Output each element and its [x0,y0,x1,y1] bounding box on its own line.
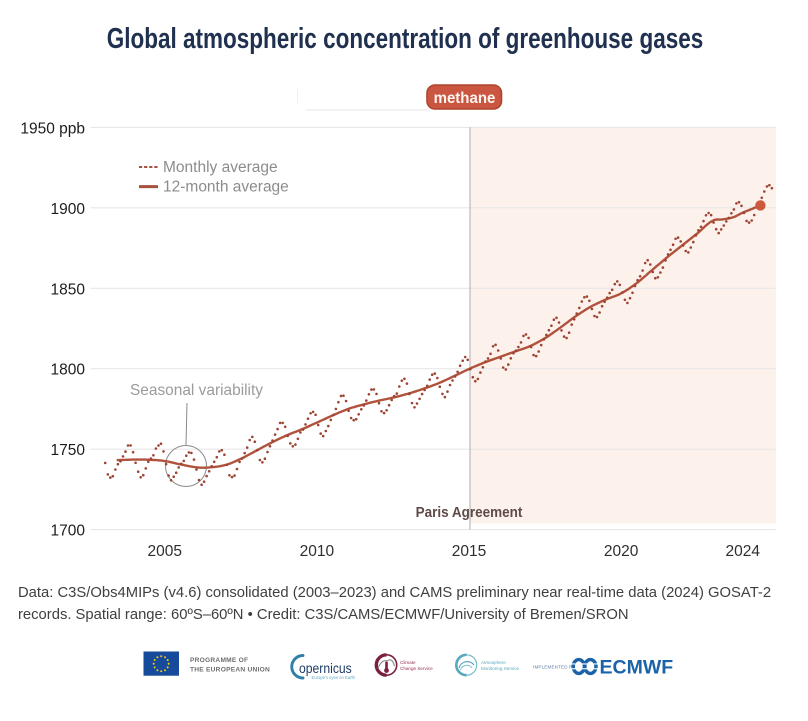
svg-text:1900: 1900 [51,201,86,218]
svg-text:Monthly average: Monthly average [163,159,278,176]
svg-text:Climate: Climate [400,660,416,665]
svg-text:12-month average: 12-month average [163,179,289,196]
svg-text:Atmosphere: Atmosphere [481,660,506,665]
svg-text:THE EUROPEAN UNION: THE EUROPEAN UNION [190,667,270,674]
svg-text:Monitoring Service: Monitoring Service [481,666,519,671]
svg-text:Paris Agreement: Paris Agreement [416,504,523,521]
svg-text:Change Service: Change Service [400,666,433,671]
svg-text:1750: 1750 [51,442,86,459]
svg-text:methane: methane [434,89,496,107]
svg-text:2024: 2024 [726,543,761,560]
svg-text:Europe’s eyes on Earth: Europe’s eyes on Earth [312,675,356,680]
svg-text:2015: 2015 [452,543,486,560]
svg-text:2010: 2010 [300,543,335,560]
svg-text:Data: C3S/Obs4MIPs (v4.6) cons: Data: C3S/Obs4MIPs (v4.6) consolidated (… [18,585,771,601]
svg-text:1850: 1850 [51,281,86,298]
svg-text:PROGRAMME OF: PROGRAMME OF [190,657,248,664]
svg-text:ECMWF: ECMWF [600,656,674,678]
svg-text:1800: 1800 [51,362,86,379]
svg-text:1950 ppb: 1950 ppb [20,120,85,137]
svg-text:Seasonal variability: Seasonal variability [130,382,263,399]
svg-text:2020: 2020 [604,543,639,560]
svg-text:Global atmospheric concentrati: Global atmospheric concentration of gree… [107,24,704,55]
svg-text:2005: 2005 [148,543,182,560]
svg-text:records. Spatial range: 60ºS–6: records. Spatial range: 60ºS–60ºN • Cred… [18,607,629,623]
svg-text:1700: 1700 [51,523,86,540]
svg-text:IMPLEMENTED BY: IMPLEMENTED BY [533,664,576,669]
svg-text:opernicus: opernicus [299,660,352,676]
